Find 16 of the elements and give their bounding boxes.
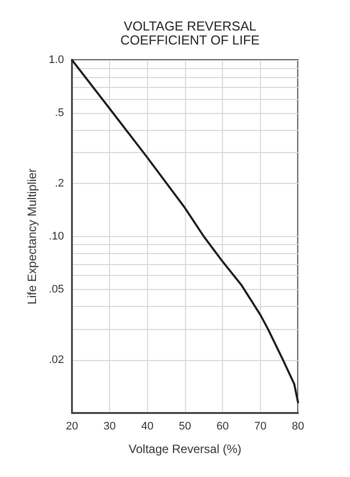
x-tick-label: 40 bbox=[141, 420, 154, 432]
x-axis-title: Voltage Reversal (%) bbox=[128, 442, 242, 456]
x-tick-label: 30 bbox=[104, 420, 116, 432]
x-tick-label: 60 bbox=[216, 420, 229, 432]
x-tick-label: 50 bbox=[178, 420, 192, 432]
y-tick-label: .02 bbox=[48, 354, 64, 366]
y-tick-label: 1.0 bbox=[48, 54, 64, 66]
chart-title: VOLTAGE REVERSAL COEFFICIENT OF LIFE bbox=[120, 18, 260, 48]
x-tick-label: 20 bbox=[66, 420, 78, 432]
y-tick-label: .5 bbox=[54, 107, 64, 120]
y-axis-title: Life Expectancy Multiplier bbox=[24, 168, 39, 305]
y-tick-label: .05 bbox=[48, 284, 64, 296]
y-tick-label: .10 bbox=[48, 230, 64, 242]
x-tick-label: 80 bbox=[292, 420, 304, 432]
y-tick-label: .2 bbox=[54, 177, 64, 190]
x-tick-label: 70 bbox=[254, 420, 266, 432]
